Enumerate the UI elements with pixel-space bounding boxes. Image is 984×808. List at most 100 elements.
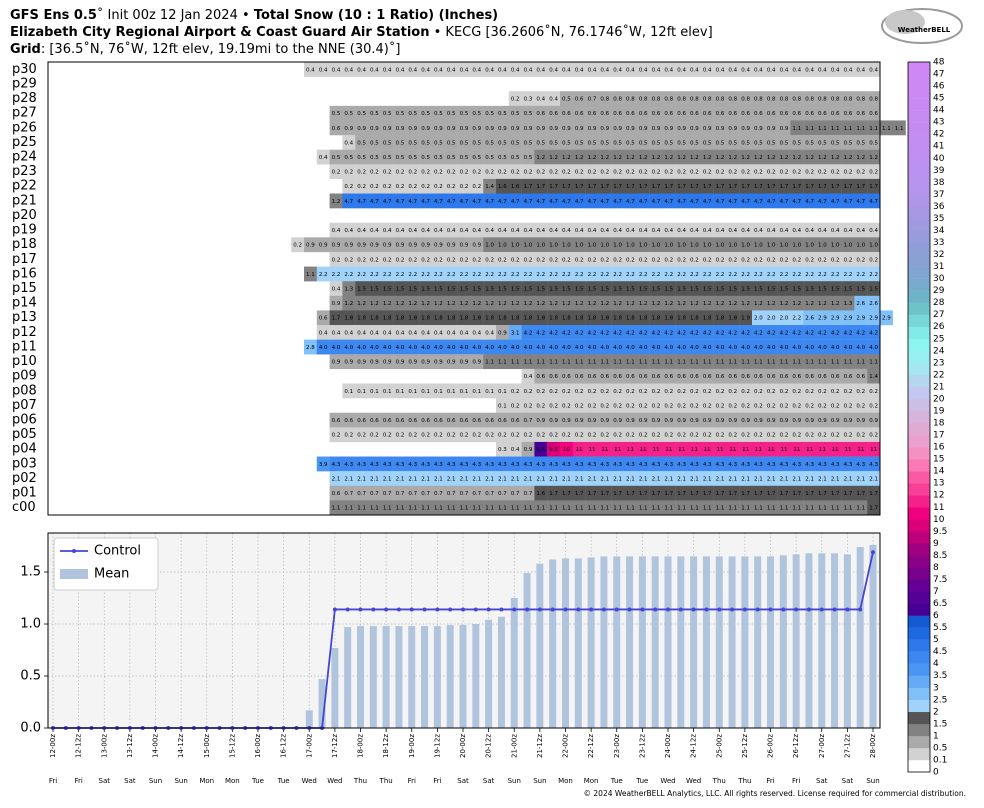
cell [688, 91, 701, 107]
cell-label: 0.2 [754, 433, 763, 439]
cell-label: 1.0 [690, 243, 699, 249]
cell-label: 4.0 [472, 345, 481, 351]
cell-label: 1.8 [716, 316, 725, 322]
cell [752, 149, 765, 165]
cell-label: 0.2 [344, 257, 353, 263]
cell [470, 149, 484, 165]
cell-label: 0.2 [856, 257, 865, 263]
cell-label: 0.2 [652, 257, 661, 263]
cell-label: 1.7 [716, 491, 725, 497]
cell-label: 1.3 [344, 287, 353, 293]
cell-label: 1.7 [613, 184, 622, 190]
cell-label: 4.2 [703, 330, 712, 336]
bar [459, 625, 467, 728]
cell [713, 62, 727, 77]
cell-label: 1.1 [434, 506, 443, 512]
cell-label: 0.8 [805, 97, 814, 103]
cell-label: 4.0 [396, 345, 405, 351]
cell-label: 1.5 [818, 287, 827, 293]
cell [572, 120, 586, 136]
colorbar-segment [908, 206, 930, 219]
cell-label: 0.4 [498, 67, 507, 73]
cell [752, 178, 765, 194]
cell-label: 0.7 [472, 491, 481, 497]
cell-label: 0.4 [319, 330, 328, 336]
cell-label: 1.5 [434, 287, 443, 293]
point [589, 607, 594, 612]
cell-label: 0.6 [383, 418, 392, 424]
cell [803, 164, 817, 180]
cell-label: 0.6 [664, 111, 673, 117]
cell-label: 0.5 [524, 111, 533, 117]
cell-label: 0.2 [818, 403, 827, 409]
cell-label: 1.8 [498, 316, 507, 322]
cell-label: 4.0 [498, 345, 507, 351]
bar [523, 573, 531, 728]
colorbar-label: 5.5 [933, 623, 947, 633]
cell-label: 2.1 [600, 476, 609, 482]
cell-label: 4.3 [703, 462, 712, 468]
cell-label: 4.7 [511, 199, 520, 205]
colorbar-label: 15 [933, 455, 944, 465]
cell-label: 0.4 [780, 67, 789, 73]
row-label: p29 [12, 76, 37, 91]
cell [534, 62, 548, 77]
cell-label: 0.2 [805, 433, 814, 439]
cell-label: 1.5 [805, 287, 814, 293]
weekday-label: Fri [408, 777, 416, 785]
cell-label: 0.2 [383, 184, 392, 190]
cell [521, 91, 535, 107]
cell [662, 105, 676, 121]
cell-label: 2.2 [626, 272, 635, 278]
point [461, 607, 465, 612]
cell [611, 91, 625, 107]
cell-label: 1.5 [728, 287, 737, 293]
cell-label: 1.1 [703, 360, 712, 366]
cell-label: 4.2 [831, 330, 840, 336]
cell-label: 0.6 [357, 418, 366, 424]
cell-label: 0.9 [447, 243, 456, 249]
cell-label: 0.5 [626, 140, 635, 146]
cell-label: 4.0 [383, 345, 392, 351]
colorbar-segment [908, 350, 930, 364]
cell-label: 0.9 [626, 418, 635, 424]
cell [816, 105, 829, 121]
cell-label: 0.4 [524, 228, 533, 234]
colorbar-segment [908, 374, 930, 388]
cell-label: 4.2 [639, 330, 648, 336]
cell-label: 0.2 [613, 433, 622, 439]
cell [841, 164, 855, 180]
bar [664, 556, 672, 728]
product: Total Snow (10 : 1 Ratio) (Inches) [254, 8, 498, 23]
row-label: p01 [12, 486, 37, 501]
cell-label: 1.7 [664, 184, 673, 190]
cell-label: 0.4 [703, 228, 712, 234]
cell-label: 11 [870, 447, 877, 453]
cell-label: 2.1 [754, 476, 763, 482]
cell-label: 0.2 [293, 243, 302, 249]
weekday-label: Fri [792, 777, 800, 785]
x-tick-label: 18-12z [382, 734, 390, 758]
cell [867, 164, 881, 180]
cell-label: 0.2 [639, 170, 648, 176]
x-tick-label: 27-12z [843, 734, 851, 758]
colorbar-label: 4.5 [933, 647, 947, 657]
cell-label: 0.9 [716, 126, 725, 132]
weekday-label: Mon [584, 777, 599, 785]
cell [624, 135, 637, 150]
weekday-label: Sat [842, 777, 854, 785]
cell-label: 1.2 [396, 301, 405, 307]
cell-label: 1.5 [549, 287, 558, 293]
weekday-label: Thu [712, 777, 726, 785]
colorbar-segment [908, 122, 930, 135]
cell-label: 1.8 [613, 316, 622, 322]
cell-label: 0.2 [421, 170, 430, 176]
cell [867, 149, 881, 165]
cell-label: 4.3 [588, 462, 597, 468]
cell-label: 1.2 [664, 301, 673, 307]
cell-label: 2.2 [728, 272, 737, 278]
cell-label: 1.7 [767, 184, 776, 190]
cell-label: 2.1 [869, 476, 878, 482]
cell-label: 1.1 [869, 360, 878, 366]
cell-label: 4.3 [357, 462, 366, 468]
